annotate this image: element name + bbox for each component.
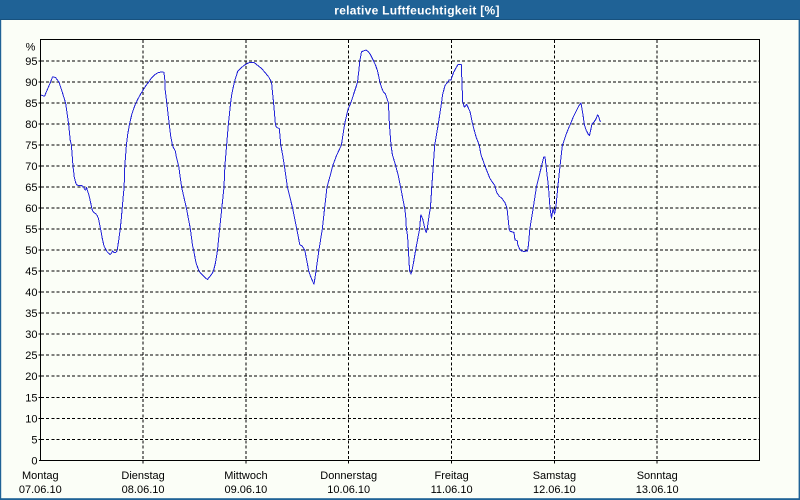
svg-text:12.06.10: 12.06.10 <box>533 484 576 496</box>
svg-text:75: 75 <box>25 140 37 152</box>
svg-text:Samstag: Samstag <box>533 470 576 482</box>
svg-text:09.06.10: 09.06.10 <box>224 484 267 496</box>
svg-text:60: 60 <box>25 203 37 215</box>
svg-text:15: 15 <box>25 392 37 404</box>
svg-text:55: 55 <box>25 224 37 236</box>
svg-text:30: 30 <box>25 329 37 341</box>
svg-text:95: 95 <box>25 56 37 68</box>
svg-text:35: 35 <box>25 308 37 320</box>
svg-text:85: 85 <box>25 98 37 110</box>
svg-text:11.06.10: 11.06.10 <box>431 484 473 496</box>
svg-text:relative Luftfeuchtigkeit [%]: relative Luftfeuchtigkeit [%] <box>334 4 499 18</box>
svg-text:Mittwoch: Mittwoch <box>224 470 267 482</box>
svg-text:45: 45 <box>25 266 37 278</box>
svg-text:70: 70 <box>25 161 37 173</box>
svg-text:07.06.10: 07.06.10 <box>19 484 62 496</box>
svg-text:65: 65 <box>25 182 37 194</box>
svg-text:80: 80 <box>25 119 37 131</box>
svg-text:08.06.10: 08.06.10 <box>122 484 165 496</box>
svg-text:90: 90 <box>25 77 37 89</box>
svg-text:20: 20 <box>25 371 37 383</box>
svg-text:%: % <box>26 41 36 53</box>
svg-text:25: 25 <box>25 350 37 362</box>
svg-text:Dienstag: Dienstag <box>121 470 164 482</box>
svg-text:0: 0 <box>31 455 37 467</box>
svg-text:Freitag: Freitag <box>434 470 468 482</box>
svg-text:10: 10 <box>25 413 37 425</box>
svg-text:10.06.10: 10.06.10 <box>327 484 370 496</box>
svg-text:13.06.10: 13.06.10 <box>636 484 679 496</box>
svg-text:Montag: Montag <box>22 470 59 482</box>
svg-text:50: 50 <box>25 245 37 257</box>
svg-text:Sonntag: Sonntag <box>637 470 678 482</box>
svg-text:5: 5 <box>31 434 37 446</box>
svg-text:Donnerstag: Donnerstag <box>320 470 377 482</box>
svg-text:40: 40 <box>25 287 37 299</box>
